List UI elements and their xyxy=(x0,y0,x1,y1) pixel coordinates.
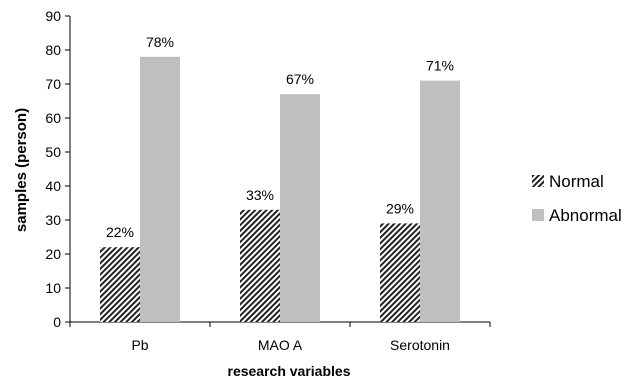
legend: Normal Abnormal xyxy=(532,172,622,225)
y-tick-label: 30 xyxy=(45,212,61,228)
y-tick-label: 90 xyxy=(45,8,61,24)
y-tick-label: 50 xyxy=(45,144,61,160)
legend-label-abnormal: Abnormal xyxy=(549,206,622,225)
y-tick-label: 70 xyxy=(45,76,61,92)
legend-swatch-normal xyxy=(532,175,544,187)
data-label: 29% xyxy=(386,200,414,216)
axes: 0 10 20 30 40 50 60 70 80 90 Pb MAO A Serotonin xyxy=(45,8,491,353)
data-label: 33% xyxy=(246,187,274,203)
data-label: 78% xyxy=(146,34,174,50)
x-axis-title: research variables xyxy=(228,363,351,379)
bar-normal-mao-a xyxy=(240,209,280,322)
legend-swatch-abnormal xyxy=(532,209,544,221)
x-tick-label: MAO A xyxy=(258,337,303,353)
bar-abnormal-mao-a xyxy=(280,94,320,322)
y-tick-label: 60 xyxy=(45,110,61,126)
y-tick-label: 10 xyxy=(45,280,61,296)
bar-abnormal-serotonin xyxy=(420,80,460,322)
x-tick-label: Serotonin xyxy=(390,337,450,353)
y-axis-title: samples (person) xyxy=(13,108,30,232)
bar-abnormal-pb xyxy=(140,56,180,323)
data-label: 22% xyxy=(106,224,134,240)
y-tick-label: 40 xyxy=(45,178,61,194)
data-label: 67% xyxy=(286,71,314,87)
y-tick-label: 20 xyxy=(45,246,61,262)
data-label: 71% xyxy=(426,58,454,74)
legend-label-normal: Normal xyxy=(549,172,604,191)
x-tick-label: Pb xyxy=(131,337,148,353)
bar-normal-serotonin xyxy=(380,223,420,322)
y-tick-label: 80 xyxy=(45,42,61,58)
data-labels: 22% 33% 29% 78% 67% 71% xyxy=(106,34,454,240)
y-tick-label: 0 xyxy=(53,314,61,330)
bar-normal-pb xyxy=(100,247,140,322)
bars xyxy=(100,56,460,323)
